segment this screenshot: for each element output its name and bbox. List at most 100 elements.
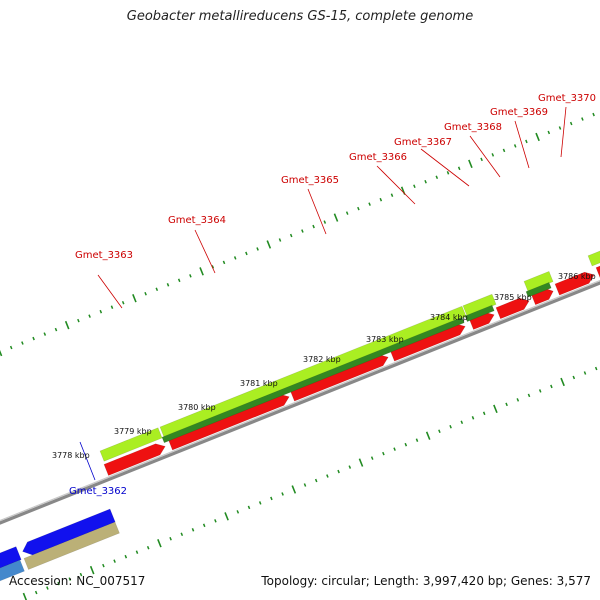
scale-label-kbp: 3781 kbp: [240, 379, 278, 388]
gene-feature-bar[interactable]: [525, 282, 552, 298]
scale-track-tick: [68, 577, 72, 581]
gene-leader-line: [514, 120, 530, 169]
gene-label-gmet_3366[interactable]: Gmet_3366: [349, 152, 407, 163]
feature-track-tick: [166, 283, 170, 287]
feature-track-tick: [390, 193, 394, 197]
feature-track-tick: [525, 139, 528, 144]
scale-track-tick: [393, 447, 396, 451]
feature-track-tick: [88, 314, 91, 318]
feature-track-tick: [468, 159, 473, 169]
feature-track-tick: [177, 278, 181, 283]
gene-leader-line: [469, 135, 501, 178]
feature-track-tick: [424, 179, 427, 184]
scale-track-tick: [449, 424, 452, 429]
scale-track-tick: [124, 554, 128, 559]
feature-track-tick: [0, 349, 3, 357]
feature-track-tick: [491, 153, 495, 157]
gene-label-gmet_3362[interactable]: Gmet_3362: [69, 486, 127, 497]
feature-track-tick: [592, 112, 595, 117]
gene-label-gmet_3367[interactable]: Gmet_3367: [394, 137, 452, 148]
scale-track-tick: [169, 536, 172, 541]
gene-label-gmet_3365[interactable]: Gmet_3365: [281, 175, 339, 186]
feature-track-tick: [312, 224, 315, 229]
feature-track-tick: [189, 274, 192, 278]
gene-label-gmet_3368[interactable]: Gmet_3368: [444, 122, 502, 133]
scale-track-tick: [89, 565, 95, 575]
gene-feature-bar[interactable]: [587, 247, 600, 267]
gene-leader-line: [376, 165, 416, 205]
scale-track-tick: [258, 501, 262, 505]
scale-track-tick: [214, 519, 217, 523]
feature-track-tick: [413, 184, 416, 189]
scale-track-tick: [550, 384, 553, 389]
backbone-line: [0, 279, 600, 522]
forward-cds-arrow[interactable]: [595, 264, 600, 279]
gene-leader-line: [307, 188, 327, 235]
scale-track-tick: [337, 469, 340, 474]
feature-track-tick: [323, 220, 327, 224]
scale-track-tick: [370, 456, 374, 460]
scale-track-tick: [493, 404, 498, 414]
gene-label-gmet_3369[interactable]: Gmet_3369: [490, 107, 548, 118]
scale-track-tick: [404, 442, 408, 447]
scale-track-tick: [594, 366, 598, 371]
gene-leader-line: [194, 229, 216, 274]
feature-track-tick: [21, 341, 24, 345]
feature-track-tick: [333, 213, 339, 222]
feature-track-tick: [64, 320, 70, 330]
gene-feature-bar[interactable]: [523, 271, 554, 293]
feature-track-tick: [368, 202, 371, 206]
feature-track-tick: [278, 238, 282, 242]
feature-track-tick: [357, 206, 360, 211]
feature-track-tick: [457, 166, 461, 171]
gene-label-gmet_3370[interactable]: Gmet_3370: [538, 93, 596, 104]
gene-leader-line: [97, 274, 123, 309]
gene-feature-bar[interactable]: [0, 559, 25, 583]
scale-track-tick: [471, 416, 475, 420]
feature-track-tick: [379, 197, 383, 202]
feature-track-tick: [9, 345, 13, 350]
gene-leader-line: [560, 106, 567, 158]
gene-feature-bar[interactable]: [23, 521, 120, 570]
feature-track-tick: [110, 305, 114, 309]
scale-track-tick: [358, 458, 364, 467]
feature-track-tick: [155, 287, 159, 292]
scale-track-tick: [57, 581, 60, 586]
gene-feature-bar[interactable]: [161, 316, 465, 444]
scale-label-kbp: 3780 kbp: [178, 403, 216, 412]
feature-track-tick: [32, 336, 35, 341]
gene-leader-line: [420, 148, 470, 187]
scale-track-tick: [146, 545, 150, 550]
feature-track-tick: [558, 126, 562, 130]
forward-cds-arrow[interactable]: [103, 443, 166, 476]
gene-feature-bar[interactable]: [464, 304, 495, 322]
scale-track-tick: [157, 539, 162, 548]
genome-summary-text: Topology: circular; Length: 3,997,420 bp…: [261, 574, 591, 588]
feature-track-tick: [345, 211, 349, 215]
feature-track-tick: [132, 294, 137, 303]
scale-track-tick: [538, 389, 542, 393]
gene-label-gmet_3363[interactable]: Gmet_3363: [75, 250, 133, 261]
forward-cds-arrow[interactable]: [554, 271, 595, 296]
gene-feature-bar[interactable]: [462, 293, 497, 317]
feature-track-tick: [435, 175, 439, 180]
gene-feature-bar[interactable]: [159, 305, 467, 438]
feature-track-tick: [211, 265, 215, 269]
feature-track-tick: [99, 309, 103, 314]
scale-track-tick: [113, 559, 116, 563]
scale-track-tick: [516, 398, 520, 402]
scale-track-tick: [34, 590, 38, 595]
map-title: Geobacter metallireducens GS-15, complet…: [126, 9, 474, 24]
gene-label-gmet_3364[interactable]: Gmet_3364: [168, 215, 226, 226]
feature-track-tick: [535, 132, 540, 142]
scale-label-kbp: 3786 kbp: [558, 272, 596, 281]
scale-track-tick: [572, 375, 576, 380]
scale-label-kbp: 3785 kbp: [494, 293, 532, 302]
scale-track-tick: [79, 572, 83, 577]
gene-feature-bar[interactable]: [99, 427, 163, 462]
forward-cds-arrow[interactable]: [495, 297, 530, 320]
accession-text: Accession: NC_007517: [9, 574, 146, 588]
scale-track-tick: [191, 528, 195, 532]
scale-track-tick: [505, 402, 508, 407]
